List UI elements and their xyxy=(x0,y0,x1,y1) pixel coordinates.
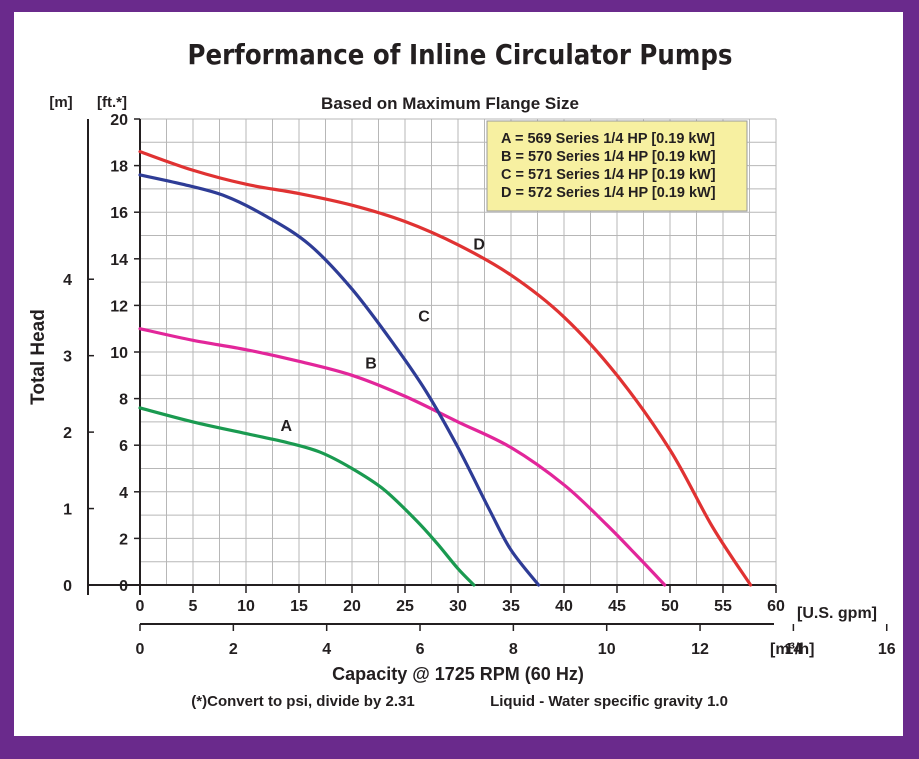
y-tick-label-ft: 12 xyxy=(110,298,128,315)
x-tick-label-gpm: 45 xyxy=(608,598,626,615)
x-unit-gpm: [U.S. gpm] xyxy=(797,605,877,622)
y-tick-label-m: 2 xyxy=(63,425,72,442)
x-tick-label-gpm: 30 xyxy=(449,598,467,615)
y-tick-label-ft: 20 xyxy=(110,112,128,129)
chart-frame: Performance of Inline Circulator Pumps B… xyxy=(14,12,903,736)
series-label-d: D xyxy=(473,236,485,253)
x-axis-label: Capacity @ 1725 RPM (60 Hz) xyxy=(332,664,584,684)
x-tick-label-gpm: 10 xyxy=(237,598,255,615)
y-unit-ft: [ft.*] xyxy=(97,94,127,111)
x-tick-label-gpm: 55 xyxy=(714,598,732,615)
x-tick-label-gpm: 50 xyxy=(661,598,679,615)
y-tick-label-m: 1 xyxy=(63,502,72,519)
x-tick-label-m3h: 12 xyxy=(691,641,709,658)
legend-entry: C = 571 Series 1/4 HP [0.19 kW] xyxy=(501,167,716,183)
series-line-a xyxy=(138,406,476,587)
x-tick-label-gpm: 35 xyxy=(502,598,520,615)
y-tick-label-ft: 14 xyxy=(110,252,128,269)
y-tick-label-m: 4 xyxy=(63,272,72,289)
x-unit-m3h: [m³/h] xyxy=(770,641,814,658)
series-line-c xyxy=(138,173,541,587)
x-tick-label-m3h: 16 xyxy=(878,641,896,658)
series-line-b xyxy=(138,327,667,587)
x-tick-label-m3h: 2 xyxy=(229,641,238,658)
footnote-conversion: (*)Convert to psi, divide by 2.31 xyxy=(191,693,414,710)
x-tick-label-m3h: 8 xyxy=(509,641,518,658)
y-tick-label-ft: 4 xyxy=(119,485,128,502)
legend-entry: A = 569 Series 1/4 HP [0.19 kW] xyxy=(501,131,715,147)
y-tick-label-ft: 18 xyxy=(110,159,128,176)
x-tick-label-m3h: 6 xyxy=(416,641,425,658)
y-tick-label-m: 0 xyxy=(63,578,72,595)
x-tick-label-m3h: 0 xyxy=(136,641,145,658)
x-tick-label-gpm: 25 xyxy=(396,598,414,615)
x-tick-label-gpm: 15 xyxy=(290,598,308,615)
footnote-liquid: Liquid - Water specific gravity 1.0 xyxy=(490,693,728,710)
y-tick-label-ft: 0 xyxy=(119,578,128,595)
x-tick-label-gpm: 5 xyxy=(189,598,198,615)
series-label-b: B xyxy=(365,355,377,372)
y-tick-label-ft: 2 xyxy=(119,531,128,548)
x-tick-label-gpm: 60 xyxy=(767,598,785,615)
x-tick-label-m3h: 4 xyxy=(322,641,331,658)
legend: A = 569 Series 1/4 HP [0.19 kW] B = 570 S… xyxy=(486,120,748,212)
chart-title: Performance of Inline Circulator Pumps xyxy=(188,38,733,71)
series-line-d xyxy=(138,150,753,587)
y-axis-label: Total Head xyxy=(28,309,49,405)
x-tick-label-gpm: 40 xyxy=(555,598,573,615)
series-label-a: A xyxy=(280,418,292,435)
chart-subtitle: Based on Maximum Flange Size xyxy=(321,94,579,113)
legend-entry: B = 570 Series 1/4 HP [0.19 kW] xyxy=(501,149,716,165)
y-tick-label-ft: 10 xyxy=(110,345,128,362)
x-tick-label-m3h: 14 xyxy=(784,641,802,658)
x-tick-label-m3h: 10 xyxy=(598,641,616,658)
y-tick-label-ft: 6 xyxy=(119,438,128,455)
legend-box xyxy=(486,120,748,212)
legend-entry: D = 572 Series 1/4 HP [0.19 kW] xyxy=(501,185,716,201)
chart-svg: Performance of Inline Circulator Pumps B… xyxy=(28,38,896,710)
y-unit-m: [m] xyxy=(49,94,72,111)
y-tick-label-ft: 16 xyxy=(110,205,128,222)
series-label-c: C xyxy=(418,309,430,326)
x-tick-label-gpm: 20 xyxy=(343,598,361,615)
y-tick-label-m: 3 xyxy=(63,349,72,366)
y-tick-label-ft: 8 xyxy=(119,392,128,409)
x-tick-label-gpm: 0 xyxy=(136,598,145,615)
